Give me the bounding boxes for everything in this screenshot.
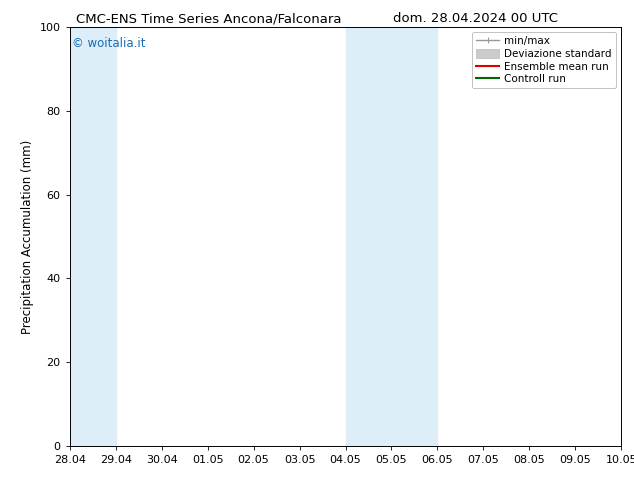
Text: CMC-ENS Time Series Ancona/Falconara: CMC-ENS Time Series Ancona/Falconara — [76, 12, 342, 25]
Text: © woitalia.it: © woitalia.it — [72, 37, 146, 50]
Legend: min/max, Deviazione standard, Ensemble mean run, Controll run: min/max, Deviazione standard, Ensemble m… — [472, 32, 616, 88]
Bar — [391, 27, 437, 446]
Y-axis label: Precipitation Accumulation (mm): Precipitation Accumulation (mm) — [21, 139, 34, 334]
Bar — [70, 27, 115, 446]
Text: dom. 28.04.2024 00 UTC: dom. 28.04.2024 00 UTC — [393, 12, 558, 25]
Bar — [346, 27, 391, 446]
